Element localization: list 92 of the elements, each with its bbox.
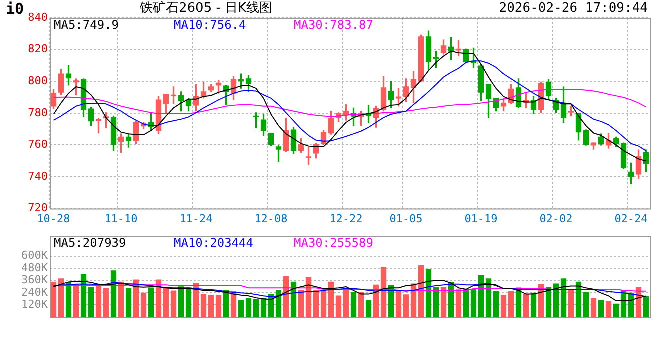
- text: MA5:207939: [54, 236, 126, 250]
- bar: [110, 270, 117, 318]
- bar: [163, 288, 170, 318]
- bar: [486, 278, 492, 318]
- bar: [298, 290, 304, 318]
- bar: [253, 299, 260, 318]
- bar: [133, 280, 140, 318]
- bar: [560, 278, 567, 318]
- bar: [500, 295, 507, 318]
- x-tick-label: 12-22: [330, 212, 363, 226]
- y-tick-label: 820: [28, 42, 48, 56]
- chart-subtitle: i0: [6, 0, 24, 18]
- bar: [366, 300, 372, 318]
- bar: [440, 287, 447, 318]
- bar: [396, 290, 402, 318]
- bar: [73, 284, 80, 318]
- bar: [478, 275, 484, 318]
- bar: [200, 294, 207, 318]
- y-tick-label: 840: [28, 10, 48, 24]
- bar: [276, 290, 282, 318]
- bar: [350, 292, 357, 318]
- text: MA30:783.87: [294, 18, 374, 32]
- bar: [103, 288, 110, 318]
- bar: [576, 282, 582, 318]
- x-tick-label: 02-02: [540, 212, 573, 226]
- bar: [606, 301, 612, 318]
- y-tick-label: 760: [28, 138, 48, 152]
- x-tick-label: 01-05: [390, 212, 423, 226]
- bar: [343, 288, 350, 318]
- y-tick-label: 800: [28, 74, 48, 88]
- bar: [463, 289, 470, 318]
- y-tick-label: 780: [28, 106, 48, 120]
- bar: [313, 290, 320, 318]
- text: MA10:756.4: [174, 18, 246, 32]
- chart-title: 铁矿石2605 - 日K线图: [140, 0, 273, 18]
- bar: [260, 298, 267, 318]
- bar: [426, 269, 432, 318]
- x-tick-label: 11-10: [104, 212, 138, 226]
- bar: [358, 292, 364, 318]
- bar: [456, 290, 462, 318]
- bar: [598, 300, 604, 318]
- bar: [216, 295, 222, 318]
- y-tick-label: 360K: [22, 274, 48, 287]
- y-tick-label: 120K: [22, 298, 48, 312]
- text: MA5:749.9: [54, 18, 120, 32]
- bar: [156, 280, 162, 318]
- bar: [88, 287, 94, 318]
- bar: [80, 274, 87, 318]
- bar: [178, 286, 184, 318]
- y-tick-label: 740: [28, 170, 48, 183]
- text: MA30:255589: [294, 236, 374, 250]
- bar: [470, 289, 477, 318]
- bar: [508, 291, 514, 318]
- y-tick-label: 240K: [22, 286, 48, 299]
- x-tick-label: 11-24: [180, 212, 214, 226]
- bar: [433, 287, 440, 318]
- x-tick-label: 02-24: [614, 212, 648, 226]
- bar: [530, 292, 537, 318]
- bar: [96, 284, 102, 318]
- bar: [246, 298, 252, 318]
- y-tick-label: 720: [28, 202, 48, 215]
- bar: [238, 300, 244, 318]
- bar: [403, 294, 410, 318]
- x-tick-label: 01-19: [464, 212, 498, 226]
- bar: [643, 296, 650, 318]
- x-tick-label: 12-08: [254, 212, 288, 226]
- bar: [126, 288, 132, 318]
- bar: [50, 282, 57, 318]
- text: MA10:203444: [174, 236, 254, 250]
- bar: [186, 288, 192, 318]
- bar: [148, 288, 154, 318]
- bar: [328, 282, 334, 318]
- bar: [170, 290, 177, 318]
- bar: [336, 296, 342, 318]
- bar: [523, 294, 530, 318]
- bar: [568, 290, 574, 318]
- bar: [493, 291, 500, 318]
- y-tick-label: 480K: [22, 261, 48, 274]
- bar: [380, 267, 387, 318]
- bar: [140, 292, 147, 318]
- bar: [410, 284, 417, 318]
- bar: [553, 284, 560, 318]
- bar: [320, 290, 327, 318]
- bar: [590, 298, 597, 318]
- x-tick-label: 10-28: [37, 212, 70, 226]
- bar: [58, 278, 64, 318]
- y-tick-label: 600K: [22, 249, 48, 262]
- bar: [208, 295, 214, 318]
- bar: [583, 292, 590, 318]
- bar: [418, 265, 424, 318]
- bar: [613, 304, 620, 318]
- text: 2026-02-26 17:09:44: [499, 0, 648, 18]
